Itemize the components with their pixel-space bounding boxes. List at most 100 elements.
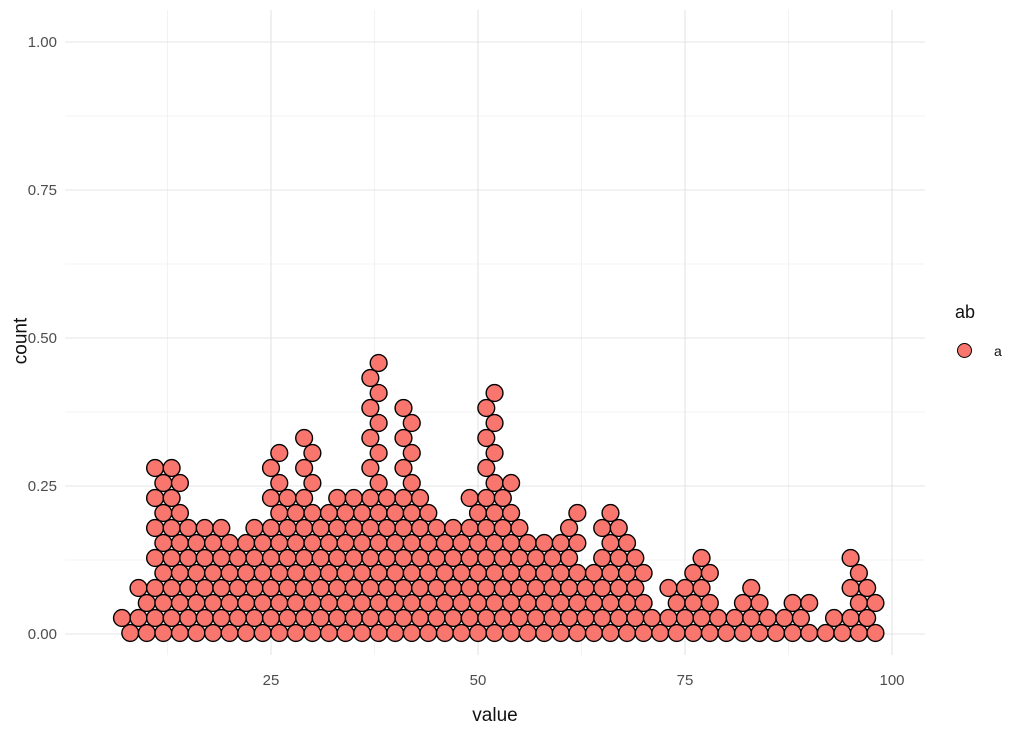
data-dot: [344, 548, 363, 568]
data-dot: [725, 608, 744, 628]
data-dot: [212, 548, 231, 568]
y-tick-label: 0.75: [27, 181, 57, 199]
data-dot: [386, 563, 405, 583]
data-dot: [286, 593, 305, 613]
data-dot: [576, 608, 595, 628]
data-dot: [286, 533, 305, 553]
data-dot: [568, 563, 587, 583]
data-dot: [609, 548, 628, 568]
data-dot: [394, 428, 413, 448]
data-dot: [435, 593, 454, 613]
data-dot: [584, 563, 604, 583]
data-dot: [858, 608, 877, 628]
data-dot: [493, 518, 512, 538]
data-dot: [419, 623, 438, 643]
data-dot: [601, 563, 620, 583]
data-dot: [700, 593, 719, 613]
data-dot: [145, 518, 165, 538]
data-dot: [634, 593, 653, 613]
data-dot: [402, 503, 421, 523]
data-dot: [593, 548, 612, 568]
data-dot: [634, 623, 653, 643]
data-dot: [568, 593, 587, 613]
data-dot: [551, 533, 570, 553]
data-dot: [485, 383, 504, 403]
data-dot: [510, 578, 529, 598]
data-dot: [841, 548, 860, 568]
data-dot: [336, 623, 355, 643]
data-dot: [170, 503, 190, 523]
data-dot: [535, 593, 554, 613]
data-dot: [278, 548, 297, 568]
data-dot: [593, 608, 612, 628]
data-dot: [328, 518, 347, 538]
data-dot: [394, 518, 413, 538]
data-dot: [858, 578, 877, 598]
data-dot: [377, 608, 397, 628]
data-dot: [303, 473, 322, 493]
data-dot: [849, 623, 868, 643]
data-dot: [187, 533, 206, 553]
data-dot: [485, 593, 504, 613]
legend-item: a: [948, 343, 1033, 358]
data-dot: [435, 533, 454, 553]
data-dot: [311, 518, 330, 538]
data-dot: [717, 623, 736, 643]
x-tick-label: 100: [879, 672, 905, 689]
data-dot: [170, 473, 190, 493]
data-dot: [568, 533, 587, 553]
data-dot: [253, 623, 272, 643]
data-dot: [485, 473, 504, 493]
data-dot: [477, 578, 496, 598]
data-dot: [468, 563, 488, 583]
dot-stacks: [112, 353, 885, 643]
data-dot: [154, 623, 173, 643]
data-dot: [278, 608, 297, 628]
data-dot: [444, 578, 463, 598]
data-dot: [179, 608, 198, 628]
data-dot: [667, 623, 686, 643]
data-dot: [245, 578, 264, 598]
data-dot: [203, 533, 223, 553]
data-dot: [609, 578, 628, 598]
data-dot: [559, 518, 579, 538]
data-dot: [502, 533, 521, 553]
data-dot: [137, 623, 156, 643]
data-dot: [866, 593, 885, 613]
data-dot: [609, 608, 628, 628]
data-dot: [526, 608, 546, 628]
data-dot: [286, 503, 305, 523]
data-dot: [261, 578, 281, 598]
x-tick-label: 50: [469, 672, 487, 689]
data-dot: [261, 458, 281, 478]
data-dot: [816, 623, 835, 643]
data-dot: [559, 548, 579, 568]
data-dot: [502, 503, 521, 523]
data-dot: [502, 473, 521, 493]
data-dot: [667, 593, 686, 613]
data-dot: [493, 578, 512, 598]
data-dot: [179, 548, 198, 568]
data-dot: [766, 623, 786, 643]
data-dot: [328, 548, 347, 568]
data-dot: [352, 533, 372, 553]
data-dot: [295, 518, 314, 538]
legend: ab a: [948, 303, 1033, 358]
data-dot: [154, 473, 173, 493]
data-dot: [129, 608, 148, 628]
data-dot: [361, 578, 380, 598]
data-dot: [485, 413, 504, 433]
data-dot: [485, 503, 504, 523]
data-dot: [559, 578, 579, 598]
data-dot: [195, 548, 214, 568]
data-dot: [617, 533, 637, 553]
data-dot: [485, 623, 504, 643]
data-dot: [237, 593, 256, 613]
data-dot: [270, 623, 289, 643]
data-dot: [692, 548, 711, 568]
data-dot: [386, 503, 405, 523]
data-dot: [659, 608, 678, 628]
data-dot: [162, 488, 181, 508]
